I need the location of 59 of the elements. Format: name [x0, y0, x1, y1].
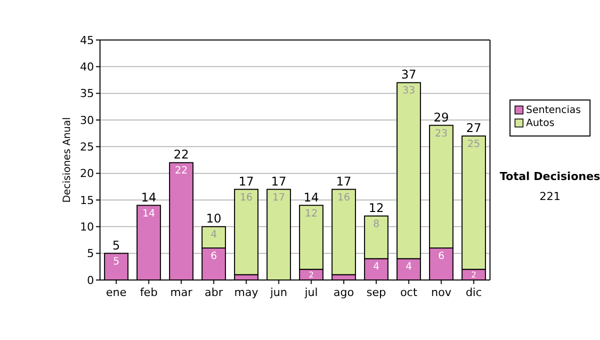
total-label: 27: [466, 121, 482, 135]
y-tick-label: 10: [80, 220, 94, 234]
text: Total Decisiones: [500, 170, 600, 183]
x-tick-label: may: [234, 286, 259, 299]
x-tick-label: ene: [106, 286, 127, 299]
x-tick-label: jul: [304, 286, 318, 299]
y-tick-label: 0: [87, 274, 94, 287]
legend-label: Autos: [526, 118, 554, 129]
total-label: 10: [206, 212, 222, 226]
data-label: 25: [467, 139, 480, 150]
x-tick-label: dic: [466, 286, 482, 299]
data-label: 4: [373, 262, 380, 273]
data-label: 17: [272, 192, 286, 204]
y-tick-label: 15: [80, 194, 94, 207]
total-label: 17: [238, 174, 254, 188]
y-tick-label: 25: [80, 140, 94, 154]
data-label: 16: [337, 192, 350, 204]
total-label: 14: [304, 190, 319, 204]
total-label: 12: [368, 201, 384, 215]
data-label: 16: [240, 192, 253, 204]
data-label: 12: [304, 208, 318, 220]
data-label: 23: [434, 128, 448, 140]
x-tick-label: sep: [366, 286, 386, 299]
x-tick-label: abr: [204, 286, 224, 299]
data-label: 2: [471, 270, 476, 280]
text: 221: [540, 190, 560, 203]
total-label: 22: [174, 148, 189, 162]
y-tick-label: 20: [80, 167, 94, 180]
total-label: 37: [401, 68, 416, 82]
data-label: 5: [113, 256, 120, 268]
data-label: 6: [210, 251, 217, 262]
x-tick-label: ago: [334, 286, 354, 299]
bar: [332, 188, 356, 276]
data-label: 2: [308, 270, 314, 280]
x-tick-label: feb: [140, 286, 158, 299]
y-axis-title: Decisiones Anual: [62, 117, 73, 203]
total-label: 29: [434, 110, 449, 124]
y-tick-label: 40: [80, 60, 94, 74]
total-label: 17: [336, 174, 352, 188]
data-label: 4: [406, 262, 412, 273]
total-label: 14: [141, 190, 156, 204]
data-label: 4: [210, 230, 217, 241]
total-label: 17: [271, 174, 286, 188]
y-tick-label: 35: [80, 87, 94, 100]
y-tick-label: 5: [87, 247, 94, 260]
x-tick-label: oct: [400, 286, 418, 299]
x-tick-label: jun: [269, 286, 288, 299]
x-tick-label: mar: [170, 286, 193, 299]
data-label: 6: [438, 251, 444, 262]
data-label: 22: [174, 166, 188, 177]
data-label: 33: [402, 86, 416, 97]
y-tick-label: 45: [80, 34, 94, 47]
data-label: 14: [142, 208, 156, 220]
bar: [234, 188, 258, 276]
y-tick-label: 30: [80, 114, 94, 127]
x-tick-label: nov: [431, 286, 452, 299]
total-label: 5: [112, 238, 120, 252]
data-label: 8: [373, 219, 380, 230]
legend-label: Sentencias: [526, 105, 581, 116]
